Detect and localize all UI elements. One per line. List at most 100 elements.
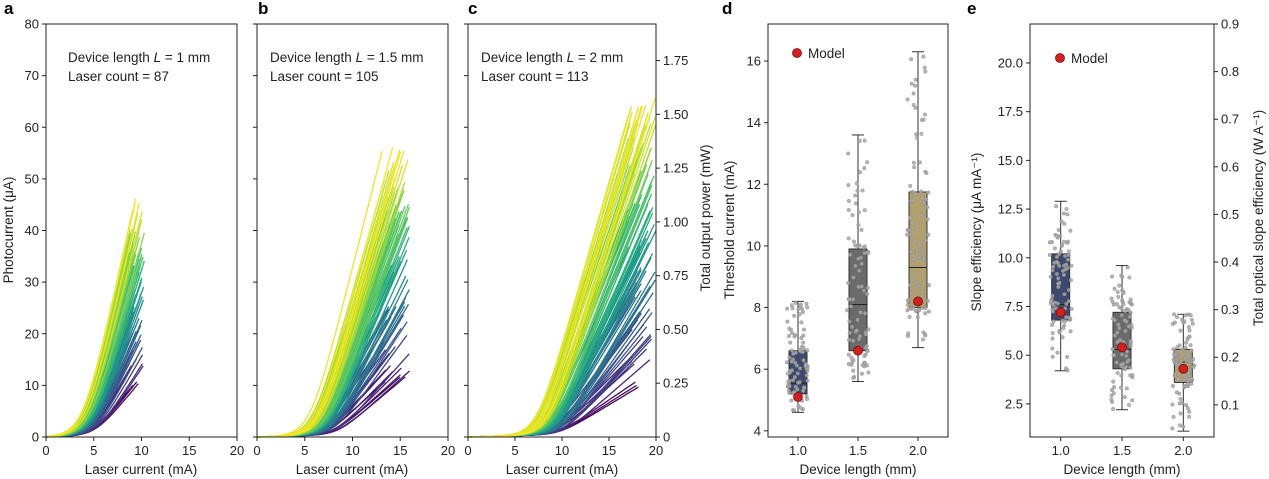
point-e-1-54 <box>1128 343 1133 348</box>
point-d-2-7 <box>918 243 923 248</box>
point-e-2-87 <box>1179 401 1184 406</box>
ytick-label-e-1: 5.0 <box>1005 348 1023 363</box>
point-d-0-89 <box>792 334 797 339</box>
point-e-0-4 <box>1065 212 1070 217</box>
point-e-2-81 <box>1190 321 1195 326</box>
curves-a <box>45 198 145 438</box>
point-d-2-69 <box>913 105 918 110</box>
point-d-1-64 <box>865 285 870 290</box>
point-d-1-26 <box>846 183 851 188</box>
ytick-right-label-e-8: 0.9 <box>1221 17 1239 32</box>
annotation-a-line2: Laser count = 87 <box>68 69 169 84</box>
ytick-label-a-2: 20 <box>25 326 39 341</box>
curve-b-104 <box>256 147 394 438</box>
annotation-c-line2: Laser count = 113 <box>481 69 588 84</box>
point-d-2-37 <box>924 197 929 202</box>
point-e-0-68 <box>1068 278 1073 283</box>
point-d-2-76 <box>923 238 928 243</box>
xtick-label-b-4: 20 <box>441 443 455 458</box>
point-d-2-34 <box>919 189 924 194</box>
point-e-1-24 <box>1115 330 1120 335</box>
point-e-1-71 <box>1126 358 1131 363</box>
model-point-e-2 <box>1178 363 1189 374</box>
ytick-right-label-c-2: 0.50 <box>663 322 688 337</box>
point-d-2-42 <box>909 249 914 254</box>
point-e-2-73 <box>1191 365 1196 370</box>
point-d-2-1 <box>921 256 926 261</box>
ytick-label-d-5: 14 <box>747 115 761 130</box>
xtick-label-e-2: 2.0 <box>1174 443 1192 458</box>
point-e-1-79 <box>1119 362 1124 367</box>
point-e-0-89 <box>1054 204 1059 209</box>
point-d-0-24 <box>789 331 794 336</box>
ticks-d: 1.0 1.5 2.0 4 6 8 10 12 14 16 <box>747 53 928 458</box>
xlabel-b: Laser current (mA) <box>296 462 409 477</box>
point-d-2-6 <box>912 165 917 170</box>
point-e-0-22 <box>1065 240 1070 245</box>
point-d-2-79 <box>920 290 925 295</box>
point-d-1-36 <box>858 170 863 175</box>
point-d-0-86 <box>798 304 803 309</box>
ytick-label-e-0: 2.5 <box>1005 396 1023 411</box>
model-point-d-1 <box>853 345 863 356</box>
point-d-1-67 <box>856 210 861 215</box>
point-e-1-16 <box>1114 360 1119 365</box>
point-d-2-74 <box>920 306 925 311</box>
ytick-right-label-c-7: 1.75 <box>663 53 688 68</box>
point-d-1-72 <box>862 208 867 213</box>
ytick-right-label-c-6: 1.50 <box>663 107 688 122</box>
point-e-2-18 <box>1175 376 1180 381</box>
panel-a: 0 5 10 15 20 0 10 20 30 40 50 60 70 80 Device length … <box>1 17 244 478</box>
point-d-2-71 <box>920 213 925 218</box>
point-e-1-10 <box>1124 349 1129 354</box>
point-d-0-5 <box>805 305 810 310</box>
point-d-2-38 <box>914 132 919 137</box>
point-e-1-74 <box>1128 310 1133 315</box>
point-e-2-53 <box>1187 409 1192 414</box>
annotation-b-line2: Laser count = 105 <box>270 69 378 84</box>
panel-letter-c: c <box>468 0 477 18</box>
point-d-2-23 <box>925 205 930 210</box>
ytick-label-e-3: 10.0 <box>998 250 1023 265</box>
point-e-2-46 <box>1179 359 1184 364</box>
point-e-2-74 <box>1181 424 1186 429</box>
point-d-1-66 <box>851 358 856 363</box>
point-d-2-10 <box>908 183 913 188</box>
ytick-right-label-e-6: 0.7 <box>1221 112 1239 127</box>
xtick-label-c-4: 20 <box>649 443 663 458</box>
point-d-0-79 <box>799 406 804 411</box>
xtick-label-d-0: 1.0 <box>789 443 807 458</box>
point-d-0-36 <box>796 380 801 385</box>
point-e-1-9 <box>1112 385 1117 390</box>
xtick-label-b-1: 5 <box>301 443 308 458</box>
point-e-2-61 <box>1178 397 1183 402</box>
point-e-0-30 <box>1057 263 1062 268</box>
legend-marker-e <box>1055 53 1065 63</box>
point-e-2-49 <box>1186 325 1191 330</box>
point-d-1-63 <box>849 324 854 329</box>
point-e-0-73 <box>1048 274 1053 279</box>
point-e-2-8 <box>1178 328 1183 333</box>
point-d-0-78 <box>802 385 807 390</box>
point-e-1-85 <box>1123 365 1128 370</box>
point-d-1-35 <box>853 201 858 206</box>
point-d-0-72 <box>789 359 794 364</box>
point-e-2-66 <box>1177 343 1182 348</box>
point-d-0-57 <box>785 360 790 365</box>
panel-d: 1.0 1.5 2.0 4 6 8 10 12 14 16 Model Device length… <box>722 23 949 477</box>
point-d-1-77 <box>862 251 867 256</box>
point-d-2-54 <box>911 160 916 165</box>
point-e-1-37 <box>1127 314 1132 319</box>
point-e-0-88 <box>1068 228 1073 233</box>
point-e-2-67 <box>1173 353 1178 358</box>
point-d-0-50 <box>801 310 806 315</box>
point-d-0-1 <box>804 373 809 378</box>
point-d-1-12 <box>860 188 865 193</box>
point-d-0-53 <box>799 320 804 325</box>
point-d-0-38 <box>798 366 803 371</box>
point-e-2-82 <box>1186 354 1191 359</box>
point-e-1-73 <box>1112 333 1117 338</box>
point-d-2-11 <box>919 131 924 136</box>
ytick-label-a-4: 40 <box>25 223 39 238</box>
point-e-1-80 <box>1111 391 1116 396</box>
